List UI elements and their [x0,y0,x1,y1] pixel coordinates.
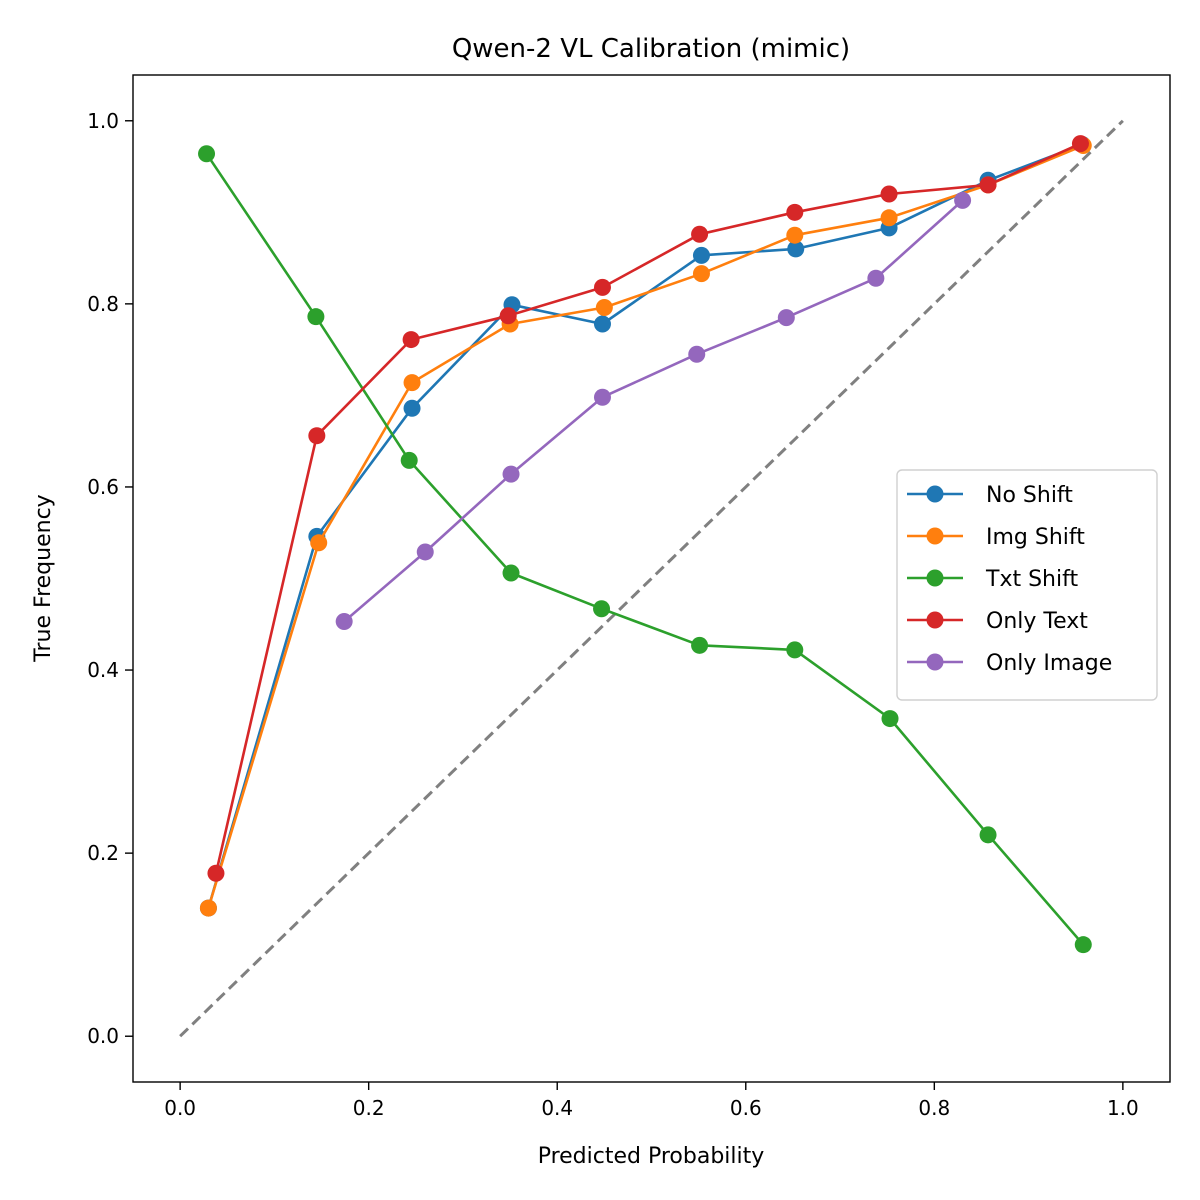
y-tick-label: 0.6 [87,475,119,499]
legend-box [896,469,1158,701]
data-point-txt-shift [979,826,997,844]
series-only-text [207,135,1089,882]
legend-label-only-text: Only Text [986,609,1088,634]
data-point-img-shift [403,374,421,392]
data-point-no-shift [787,240,805,258]
x-tick-label: 0.8 [918,1096,950,1120]
data-point-only-image [954,191,972,209]
data-point-only-text [1071,135,1089,153]
y-tick-label: 1.0 [87,109,119,133]
legend-marker-no-shift [926,485,944,503]
data-point-only-image [416,543,434,561]
chart-title: Qwen-2 VL Calibration (mimic) [452,34,850,64]
data-point-img-shift [880,209,898,227]
data-point-img-shift [595,299,613,317]
y-tick-label: 0.0 [87,1024,119,1048]
data-point-only-image [777,309,795,327]
data-point-only-image [502,465,520,483]
plot-area [179,119,1124,1038]
legend-label-no-shift: No Shift [986,483,1073,508]
y-tick-label: 0.8 [87,292,119,316]
legend-label-img-shift: Img Shift [986,525,1085,550]
series-line-only-image [343,199,964,623]
data-point-txt-shift [198,145,216,163]
data-point-only-text [402,331,420,349]
data-point-img-shift [692,265,710,283]
legend: No Shift Img Shift Txt Shift Only Text Only … [896,469,1158,701]
legend-marker-txt-shift [926,569,944,587]
data-point-txt-shift [502,564,520,582]
data-point-img-shift [199,899,217,917]
data-point-only-text [786,203,804,221]
data-point-only-text [979,176,997,194]
series-line-only-text [214,142,1081,874]
y-tick-label: 0.4 [87,658,119,682]
x-axis-label: Predicted Probability [538,1144,765,1169]
series-line-img-shift [207,144,1084,909]
plot-frame [132,74,1171,1083]
data-point-no-shift [403,399,421,417]
data-point-txt-shift [1074,936,1092,954]
x-tick-label: 0.4 [541,1096,573,1120]
perfect-calibration-line [179,119,1124,1038]
x-tick-label: 0.2 [353,1096,385,1120]
legend-marker-only-text [926,611,944,629]
data-point-only-text [880,185,898,203]
data-point-txt-shift [786,641,804,659]
data-point-only-text [308,427,326,445]
series-only-image [335,191,972,631]
data-point-img-shift [786,226,804,244]
y-axis-label: True Frequency [31,494,56,662]
data-point-txt-shift [691,636,709,654]
data-point-only-text [207,864,225,882]
data-point-only-text [499,307,517,325]
x-tick-label: 0.6 [730,1096,762,1120]
data-point-only-image [688,345,706,363]
data-point-no-shift [692,246,710,264]
data-point-txt-shift [400,451,418,469]
data-point-txt-shift [593,600,611,618]
data-point-only-image [335,613,353,631]
legend-label-only-image: Only Image [986,651,1112,676]
legend-marker-img-shift [926,527,944,545]
data-point-only-image [593,388,611,406]
data-point-only-image [867,269,885,287]
data-point-txt-shift [307,308,325,326]
x-tick-label: 1.0 [1107,1096,1139,1120]
data-point-no-shift [593,315,611,333]
data-point-only-text [593,278,611,296]
legend-label-txt-shift: Txt Shift [985,567,1078,592]
data-point-img-shift [310,534,328,552]
y-tick-label: 0.2 [87,841,119,865]
data-point-txt-shift [881,710,899,728]
axis-ticks: 0.0 0.2 0.4 0.6 0.8 1.0 0.0 0.2 0.4 0.6 0.8 1.0 [87,109,1139,1120]
data-point-only-text [691,225,709,243]
x-tick-label: 0.0 [164,1096,196,1120]
legend-marker-only-image [926,653,944,671]
